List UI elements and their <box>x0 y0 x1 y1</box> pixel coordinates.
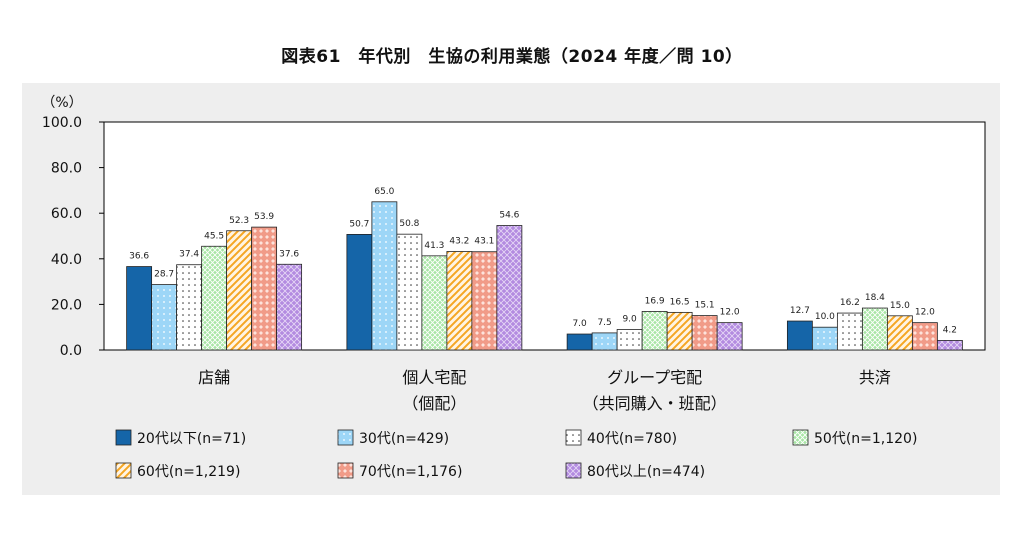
bar-value-label: 18.4 <box>865 293 885 303</box>
bar <box>716 322 743 351</box>
bar <box>886 315 913 351</box>
legend-label: 30代(n=429) <box>359 431 449 447</box>
bar-value-label: 15.1 <box>695 301 715 311</box>
y-tick-label: 80.0 <box>51 161 82 177</box>
bar <box>936 340 963 351</box>
bar-value-label: 65.0 <box>374 187 394 197</box>
y-tick-label: 20.0 <box>51 297 82 313</box>
bar <box>346 234 373 351</box>
bar <box>666 311 693 351</box>
bar-value-label: 37.6 <box>279 249 299 259</box>
bar-value-label: 16.2 <box>840 298 860 308</box>
bar-value-label: 4.2 <box>943 325 957 335</box>
category-sublabel: （個配） <box>402 394 466 413</box>
bar <box>641 311 668 351</box>
legend-label: 40代(n=780) <box>587 431 677 447</box>
bar <box>861 307 888 351</box>
bar <box>201 245 228 351</box>
bar <box>251 226 278 351</box>
bar <box>276 263 303 351</box>
bar-value-label: 37.4 <box>179 250 199 260</box>
bar-value-label: 10.0 <box>815 312 835 322</box>
bar-value-label: 43.2 <box>449 237 469 247</box>
bar <box>126 266 153 351</box>
category-sublabel: （共同購入・班配） <box>583 394 727 413</box>
bar-value-label: 7.0 <box>572 319 587 329</box>
bar-value-label: 7.5 <box>597 318 611 328</box>
bar <box>471 251 498 351</box>
bar <box>496 225 523 351</box>
bar <box>911 322 938 351</box>
bar-value-label: 28.7 <box>154 270 174 280</box>
bar-value-label: 43.1 <box>474 237 494 247</box>
bar <box>691 315 718 351</box>
bar-value-label: 15.0 <box>890 301 910 311</box>
category-label: 店舗 <box>198 368 230 387</box>
bar-value-label: 12.0 <box>915 308 935 318</box>
bar-value-label: 50.7 <box>349 219 369 229</box>
y-tick-label: 100.0 <box>42 115 82 131</box>
bar <box>176 264 203 351</box>
legend-label: 70代(n=1,176) <box>359 464 462 480</box>
legend-label: 80代以上(n=474) <box>587 464 705 480</box>
bar-value-label: 16.9 <box>645 296 665 306</box>
bar-value-label: 36.6 <box>129 252 149 262</box>
bar <box>371 201 398 351</box>
y-tick-label: 60.0 <box>51 206 82 222</box>
legend-label: 20代以下(n=71) <box>137 431 246 447</box>
bar <box>396 233 423 351</box>
legend-swatch <box>115 462 132 479</box>
legend-label: 60代(n=1,219) <box>137 464 240 480</box>
legend-swatch <box>337 462 354 479</box>
bar-value-label: 41.3 <box>424 241 444 251</box>
bar <box>591 332 618 351</box>
bar <box>811 326 838 351</box>
bar-value-label: 53.9 <box>254 212 274 222</box>
bar-value-label: 52.3 <box>229 216 249 226</box>
bar <box>566 333 593 351</box>
bar-value-label: 50.8 <box>399 219 419 229</box>
legend-swatch <box>565 462 582 479</box>
bar-value-label: 9.0 <box>622 314 637 324</box>
category-label: 個人宅配 <box>402 368 466 387</box>
y-axis-unit: （%） <box>41 95 82 111</box>
bar <box>421 255 448 351</box>
y-tick-label: 40.0 <box>51 252 82 268</box>
bar <box>446 251 473 351</box>
bar <box>836 312 863 351</box>
bar <box>786 320 813 351</box>
bar <box>226 230 253 351</box>
bar-value-label: 54.6 <box>499 211 519 221</box>
category-label: グループ宅配 <box>607 368 702 387</box>
chart-title: 図表61 年代別 生協の利用業態（2024 年度／問 10） <box>281 47 743 67</box>
bar <box>616 329 643 351</box>
category-label: 共済 <box>859 368 891 387</box>
bar-value-label: 16.5 <box>670 297 690 307</box>
legend-label: 50代(n=1,120) <box>814 431 917 447</box>
legend-swatch <box>115 429 132 446</box>
bar <box>151 284 178 351</box>
y-tick-label: 0.0 <box>60 343 82 359</box>
legend-swatch <box>565 429 582 446</box>
bar-value-label: 12.7 <box>790 306 810 316</box>
bar-value-label: 12.0 <box>720 308 740 318</box>
legend-swatch <box>792 429 809 446</box>
legend-swatch <box>337 429 354 446</box>
bar-value-label: 45.5 <box>204 231 224 241</box>
